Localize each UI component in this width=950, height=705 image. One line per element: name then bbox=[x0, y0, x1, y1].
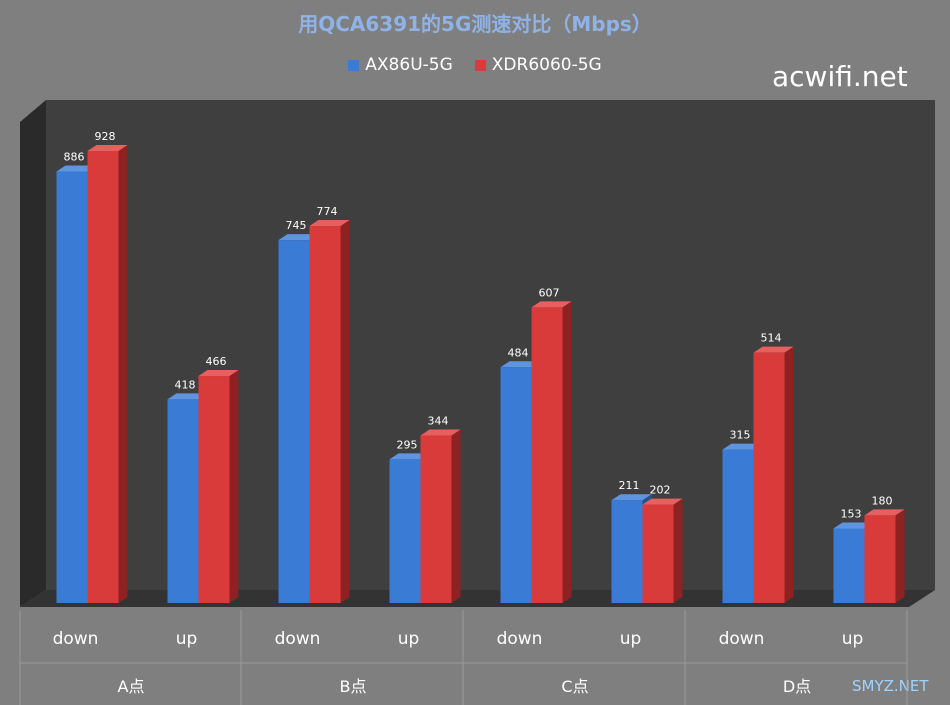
legend: AX86U-5G XDR6060-5G bbox=[0, 55, 950, 75]
value-label-cat5-s0: 211 bbox=[619, 479, 640, 492]
group-label-1: B点 bbox=[340, 677, 367, 696]
value-label-cat1-s0: 418 bbox=[175, 378, 196, 391]
watermark: acwifi.net bbox=[772, 60, 908, 93]
category-label-4: down bbox=[497, 629, 543, 649]
bar-side-cat3-s1 bbox=[451, 429, 461, 603]
chart-floor bbox=[20, 590, 935, 607]
bar-side-cat5-s1 bbox=[673, 498, 683, 603]
bar-cat4-s1 bbox=[531, 307, 563, 603]
value-label-cat1-s1: 466 bbox=[206, 355, 227, 368]
category-label-3: up bbox=[398, 629, 420, 649]
bar-top-cat3-s0 bbox=[389, 453, 430, 460]
value-label-cat0-s1: 928 bbox=[95, 130, 116, 143]
bar-cat1-s1 bbox=[198, 376, 230, 603]
value-label-cat6-s1: 514 bbox=[761, 332, 782, 345]
value-label-cat2-s0: 745 bbox=[286, 219, 307, 232]
bar-cat2-s0 bbox=[278, 240, 310, 604]
bar-top-cat0-s1 bbox=[87, 145, 128, 151]
bar-cat3-s0 bbox=[389, 459, 421, 603]
bar-side-cat6-s1 bbox=[784, 346, 794, 603]
bar-cat3-s1 bbox=[420, 435, 452, 603]
bar-top-cat5-s1 bbox=[642, 498, 683, 505]
chart-side-wall bbox=[20, 100, 46, 607]
bar-top-cat4-s1 bbox=[531, 301, 572, 308]
bar-side-cat7-s1 bbox=[895, 509, 905, 603]
bar-top-cat7-s0 bbox=[833, 522, 874, 529]
bar-top-cat3-s1 bbox=[420, 429, 461, 436]
bar-cat4-s0 bbox=[500, 367, 532, 603]
group-label-3: D点 bbox=[783, 677, 811, 696]
bar-cat7-s1 bbox=[864, 515, 896, 603]
bar-top-cat5-s0 bbox=[611, 494, 652, 501]
bar-cat5-s0 bbox=[611, 500, 643, 603]
bar-top-cat1-s1 bbox=[198, 370, 239, 377]
bar-side-cat1-s1 bbox=[229, 370, 239, 603]
bar-top-cat1-s0 bbox=[167, 393, 208, 400]
bar-top-cat7-s1 bbox=[864, 509, 905, 516]
chart-back-wall bbox=[46, 100, 935, 590]
bar-cat2-s1 bbox=[309, 226, 341, 604]
bar-side-cat0-s1 bbox=[118, 145, 128, 603]
labels-layer: 886 928 down 418 466 up 745 774 down 295 344 up 484 6… bbox=[53, 130, 893, 696]
value-label-cat2-s1: 774 bbox=[317, 205, 338, 218]
bar-top-cat0-s0 bbox=[56, 165, 97, 172]
watermark-secondary: SMYZ.NET bbox=[852, 677, 929, 695]
bar-top-cat6-s0 bbox=[722, 443, 763, 450]
legend-item-ax86u: AX86U-5G bbox=[348, 55, 453, 75]
bar-cat0-s1 bbox=[87, 151, 119, 603]
category-label-6: down bbox=[719, 629, 765, 649]
group-label-0: A点 bbox=[118, 677, 145, 696]
value-label-cat0-s0: 886 bbox=[64, 150, 85, 163]
bars-layer bbox=[56, 145, 905, 604]
value-label-cat7-s1: 180 bbox=[872, 494, 893, 507]
category-label-1: up bbox=[176, 629, 198, 649]
legend-swatch-red bbox=[474, 59, 486, 71]
value-label-cat3-s1: 344 bbox=[428, 414, 449, 427]
category-label-0: down bbox=[53, 629, 99, 649]
legend-swatch-blue bbox=[348, 59, 360, 71]
legend-item-xdr6060: XDR6060-5G bbox=[474, 55, 602, 75]
legend-label-ax86u: AX86U-5G bbox=[365, 55, 453, 75]
category-label-5: up bbox=[620, 629, 642, 649]
value-label-cat3-s0: 295 bbox=[397, 438, 418, 451]
legend-label-xdr6060: XDR6060-5G bbox=[491, 55, 602, 75]
bar-cat7-s0 bbox=[833, 528, 865, 603]
bar-cat6-s1 bbox=[753, 352, 785, 603]
category-label-2: down bbox=[275, 629, 321, 649]
bar-top-cat6-s1 bbox=[753, 346, 794, 353]
bar-cat6-s0 bbox=[722, 449, 754, 603]
value-label-cat7-s0: 153 bbox=[841, 507, 862, 520]
chart-title: 用QCA6391的5G测速对比（Mbps） bbox=[298, 12, 652, 36]
bar-top-cat2-s0 bbox=[278, 234, 319, 241]
bar-side-cat2-s1 bbox=[340, 220, 350, 604]
category-label-7: up bbox=[842, 629, 864, 649]
bar-side-cat4-s1 bbox=[562, 301, 572, 603]
bar-cat5-s1 bbox=[642, 504, 674, 603]
value-label-cat5-s1: 202 bbox=[650, 484, 671, 497]
bar-cat0-s0 bbox=[56, 171, 88, 603]
value-label-cat4-s1: 607 bbox=[539, 286, 560, 299]
bar-top-cat2-s1 bbox=[309, 220, 350, 227]
value-label-cat6-s0: 315 bbox=[730, 429, 751, 442]
category-table-lines bbox=[19, 610, 908, 705]
value-label-cat4-s0: 484 bbox=[508, 346, 529, 359]
bar-cat1-s0 bbox=[167, 399, 199, 603]
bar-top-cat4-s0 bbox=[500, 361, 541, 368]
group-label-2: C点 bbox=[561, 677, 588, 696]
